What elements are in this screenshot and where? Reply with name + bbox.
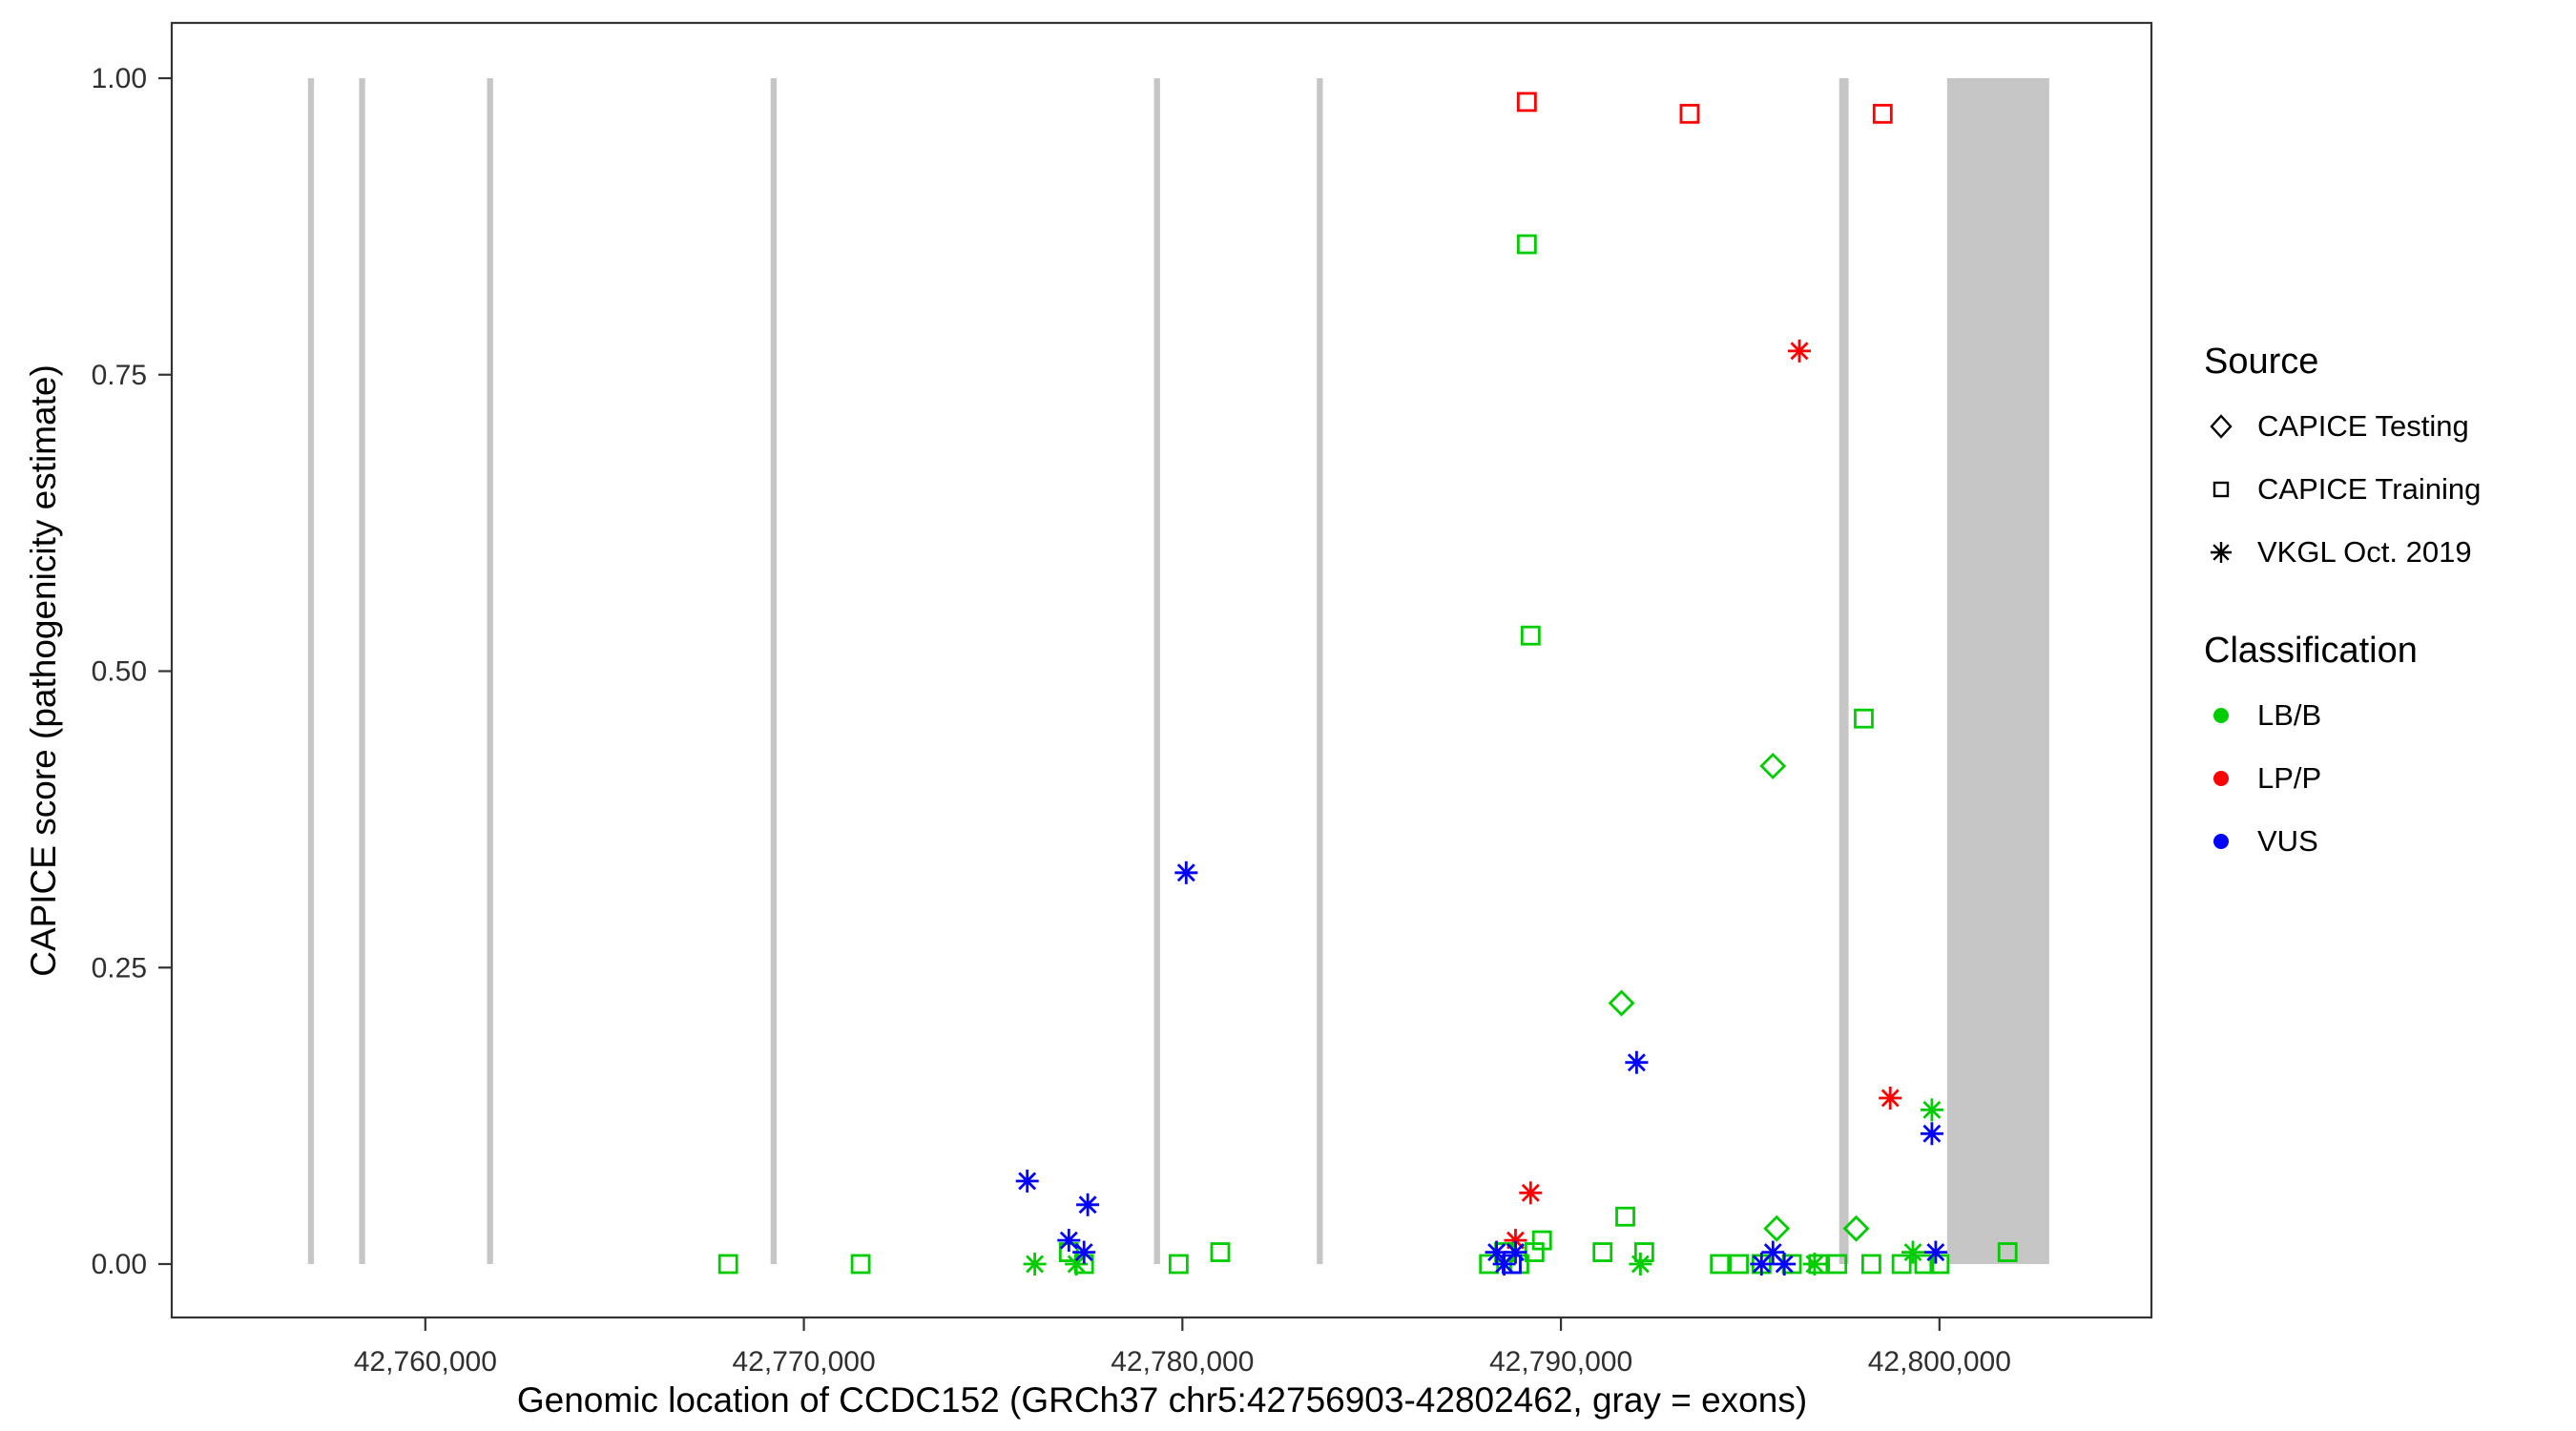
data-point-asterisk [1790,342,1809,361]
legend-item-capice-training: CAPICE Training [2204,472,2566,507]
x-axis-title: Genomic location of CCDC152 (GRCh37 chr5… [516,1380,1808,1420]
data-point-asterisk [1026,1255,1045,1274]
data-point-asterisk [1074,1243,1093,1262]
data-point-diamond [1759,752,1787,779]
data-point-square [1997,1242,2018,1262]
data-point-diamond [1763,1214,1791,1242]
y-tick-label: 0.25 [92,952,147,984]
data-point-square [1168,1254,1189,1275]
data-point-square [1679,103,1700,124]
x-tick-label: 42,770,000 [732,1346,875,1378]
data-point-square [1516,92,1537,113]
exon-region [307,78,315,1264]
legend-source-title: Source [2204,342,2319,382]
legend-item-label: VKGL Oct. 2019 [2257,535,2472,569]
data-point-square [1914,1254,1935,1275]
data-point-asterisk [1926,1243,1945,1262]
legend-item-label: CAPICE Training [2257,472,2482,506]
legend-item-label: LB/B [2257,698,2322,732]
data-point-asterisk [1752,1255,1771,1274]
data-point-square [1854,708,1874,729]
data-point-square [1891,1254,1912,1275]
data-point-square [1210,1242,1231,1262]
vus-color-dot-icon [2213,834,2229,849]
data-point-asterisk [1631,1255,1650,1274]
data-point-asterisk [1922,1100,1942,1119]
y-tick-label: 0.75 [92,360,147,391]
data-point-asterisk [1627,1053,1646,1072]
data-point-diamond [1608,989,1635,1017]
legend-item-label: VUS [2257,824,2318,858]
data-point-square [1520,625,1541,646]
data-point-asterisk [1067,1255,1086,1274]
legend-item-vus: VUS [2204,824,2566,859]
square-icon [2212,481,2230,498]
data-point-square [1710,1254,1731,1275]
x-tick-label: 42,780,000 [1111,1346,1254,1378]
data-point-square [1827,1254,1848,1275]
legend-item-lbb: LB/B [2204,698,2566,733]
y-tick-label: 0.00 [92,1249,147,1280]
data-point-asterisk [1521,1183,1540,1202]
exon-region [1317,78,1323,1264]
diamond-icon [2210,414,2233,439]
data-point-square [1615,1206,1635,1227]
legend-item-capice-testing: CAPICE Testing [2204,409,2566,444]
data-point-asterisk [1805,1255,1824,1274]
data-point-square [1531,1230,1552,1251]
data-point-asterisk [1880,1089,1900,1108]
exon-region [487,78,493,1264]
exon-region [1153,78,1160,1264]
x-tick-label: 42,760,000 [354,1346,497,1378]
y-tick-label: 0.50 [92,656,147,688]
legend-item-label: CAPICE Testing [2257,409,2469,443]
data-point-asterisk [1487,1243,1506,1262]
legend-item-lpp: LP/P [2204,761,2566,796]
lbb-color-dot-icon [2213,708,2229,723]
data-point-diamond [1842,1214,1870,1242]
data-point-asterisk [1059,1231,1078,1250]
exon-region [359,78,365,1264]
asterisk-icon [2211,542,2232,563]
exon-region [1839,78,1849,1264]
exon-region [1946,78,2049,1264]
y-tick-label: 1.00 [92,63,147,94]
x-tick-label: 42,790,000 [1489,1346,1632,1378]
y-axis-title: CAPICE score (pathogenicity estimate) [24,364,63,977]
data-point-square [1502,1254,1522,1275]
data-point-square [1872,103,1893,124]
legend-classification-title: Classification [2204,631,2418,671]
data-point-asterisk [1903,1243,1922,1262]
exon-region [770,78,777,1264]
data-point-asterisk [1922,1124,1942,1143]
data-point-square [1861,1254,1881,1275]
data-point-asterisk [1775,1255,1794,1274]
legend-item-label: LP/P [2257,761,2322,795]
data-point-asterisk [1078,1195,1097,1214]
legend-item-vkgl: VKGL Oct. 2019 [2204,535,2566,570]
x-tick-label: 42,800,000 [1868,1346,2011,1378]
data-point-square [850,1254,871,1275]
data-point-square [1592,1242,1613,1262]
data-point-asterisk [1018,1172,1037,1191]
legend: Source CAPICE Testing CAPICE Training [2204,342,2566,887]
data-point-square [1729,1254,1749,1275]
data-point-asterisk [1506,1243,1525,1262]
lpp-color-dot-icon [2213,771,2229,786]
panel-border [170,21,2153,1319]
data-point-square [1516,234,1537,255]
data-point-asterisk [1176,863,1195,882]
data-point-square [717,1254,738,1275]
data-point-square [1633,1242,1654,1262]
